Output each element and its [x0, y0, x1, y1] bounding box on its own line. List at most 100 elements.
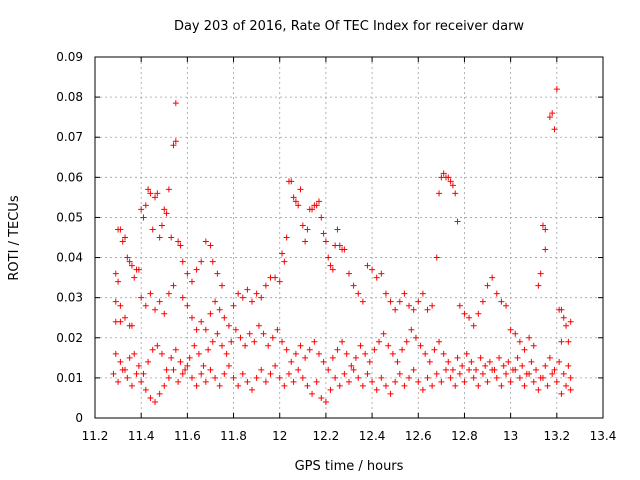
data-point [422, 350, 429, 357]
data-point [267, 370, 274, 377]
data-point [253, 290, 260, 297]
data-point [198, 370, 205, 377]
data-point [329, 266, 336, 273]
data-point [117, 318, 124, 325]
data-point [188, 374, 195, 381]
data-point [334, 226, 341, 233]
data-point [479, 298, 486, 305]
data-point [147, 190, 154, 197]
data-point [447, 374, 454, 381]
data-point [112, 298, 119, 305]
data-point [336, 242, 343, 249]
data-point [216, 306, 223, 313]
data-point [558, 306, 565, 313]
data-point [546, 114, 553, 121]
data-point [325, 366, 332, 373]
data-point [507, 378, 514, 385]
data-point [122, 314, 129, 321]
data-point [341, 370, 348, 377]
data-point [318, 394, 325, 401]
data-point [454, 354, 461, 361]
data-point [387, 390, 394, 397]
data-point [184, 302, 191, 309]
data-point [304, 382, 311, 389]
data-point [357, 342, 364, 349]
data-point [359, 382, 366, 389]
data-point [156, 390, 163, 397]
data-point [281, 382, 288, 389]
data-point [489, 366, 496, 373]
data-point [498, 382, 505, 389]
data-point [466, 366, 473, 373]
data-point [493, 290, 500, 297]
data-point [128, 382, 135, 389]
y-tick-label: 0.07 [56, 130, 83, 144]
x-tick-label: 11.2 [82, 429, 109, 443]
data-point [553, 86, 560, 93]
data-point [168, 234, 175, 241]
data-point [426, 358, 433, 365]
data-point [489, 274, 496, 281]
data-point [436, 338, 443, 345]
data-point [373, 386, 380, 393]
data-point [327, 262, 334, 269]
data-point [193, 382, 200, 389]
data-point [202, 238, 209, 245]
data-point [152, 398, 159, 405]
data-point [440, 170, 447, 177]
data-point [272, 274, 279, 281]
data-point [346, 270, 352, 277]
data-point [244, 378, 251, 385]
data-point [371, 346, 378, 353]
data-point [535, 282, 542, 289]
data-point [313, 378, 320, 385]
data-point [396, 370, 403, 377]
data-point [341, 246, 348, 253]
data-point [172, 138, 179, 145]
x-tick-label: 13.2 [543, 429, 570, 443]
data-point [165, 186, 172, 193]
data-point [325, 254, 332, 261]
x-axis-label: GPS time / hours [295, 459, 404, 474]
data-point [486, 358, 493, 365]
data-point [369, 378, 376, 385]
data-point [473, 366, 479, 373]
data-point [463, 350, 470, 357]
data-point [521, 382, 528, 389]
data-point [272, 362, 279, 369]
data-point [359, 298, 366, 305]
data-point [309, 206, 316, 213]
data-point [542, 246, 549, 253]
data-point [406, 374, 413, 381]
data-point [265, 342, 272, 349]
data-point [369, 266, 376, 273]
data-point [560, 314, 567, 321]
data-point [461, 378, 468, 385]
data-point [126, 354, 133, 361]
data-point [161, 310, 168, 317]
data-point [392, 306, 399, 313]
data-point [290, 194, 297, 201]
data-point [456, 302, 463, 309]
data-point [567, 318, 574, 325]
data-point [309, 390, 316, 397]
data-point [292, 350, 299, 357]
data-point [163, 210, 170, 217]
data-point [482, 362, 489, 369]
data-point [221, 314, 228, 321]
data-point [362, 350, 369, 357]
data-point [239, 294, 246, 301]
data-point [389, 350, 396, 357]
data-point [135, 266, 142, 273]
data-point [177, 242, 184, 249]
data-point [207, 242, 214, 249]
data-point [175, 238, 182, 245]
data-point [172, 100, 179, 107]
plot-frame [94, 56, 604, 419]
data-point [292, 198, 299, 205]
data-point [168, 354, 175, 361]
data-point [438, 378, 445, 385]
data-point [385, 342, 392, 349]
data-point [336, 382, 343, 389]
data-point [526, 370, 533, 377]
